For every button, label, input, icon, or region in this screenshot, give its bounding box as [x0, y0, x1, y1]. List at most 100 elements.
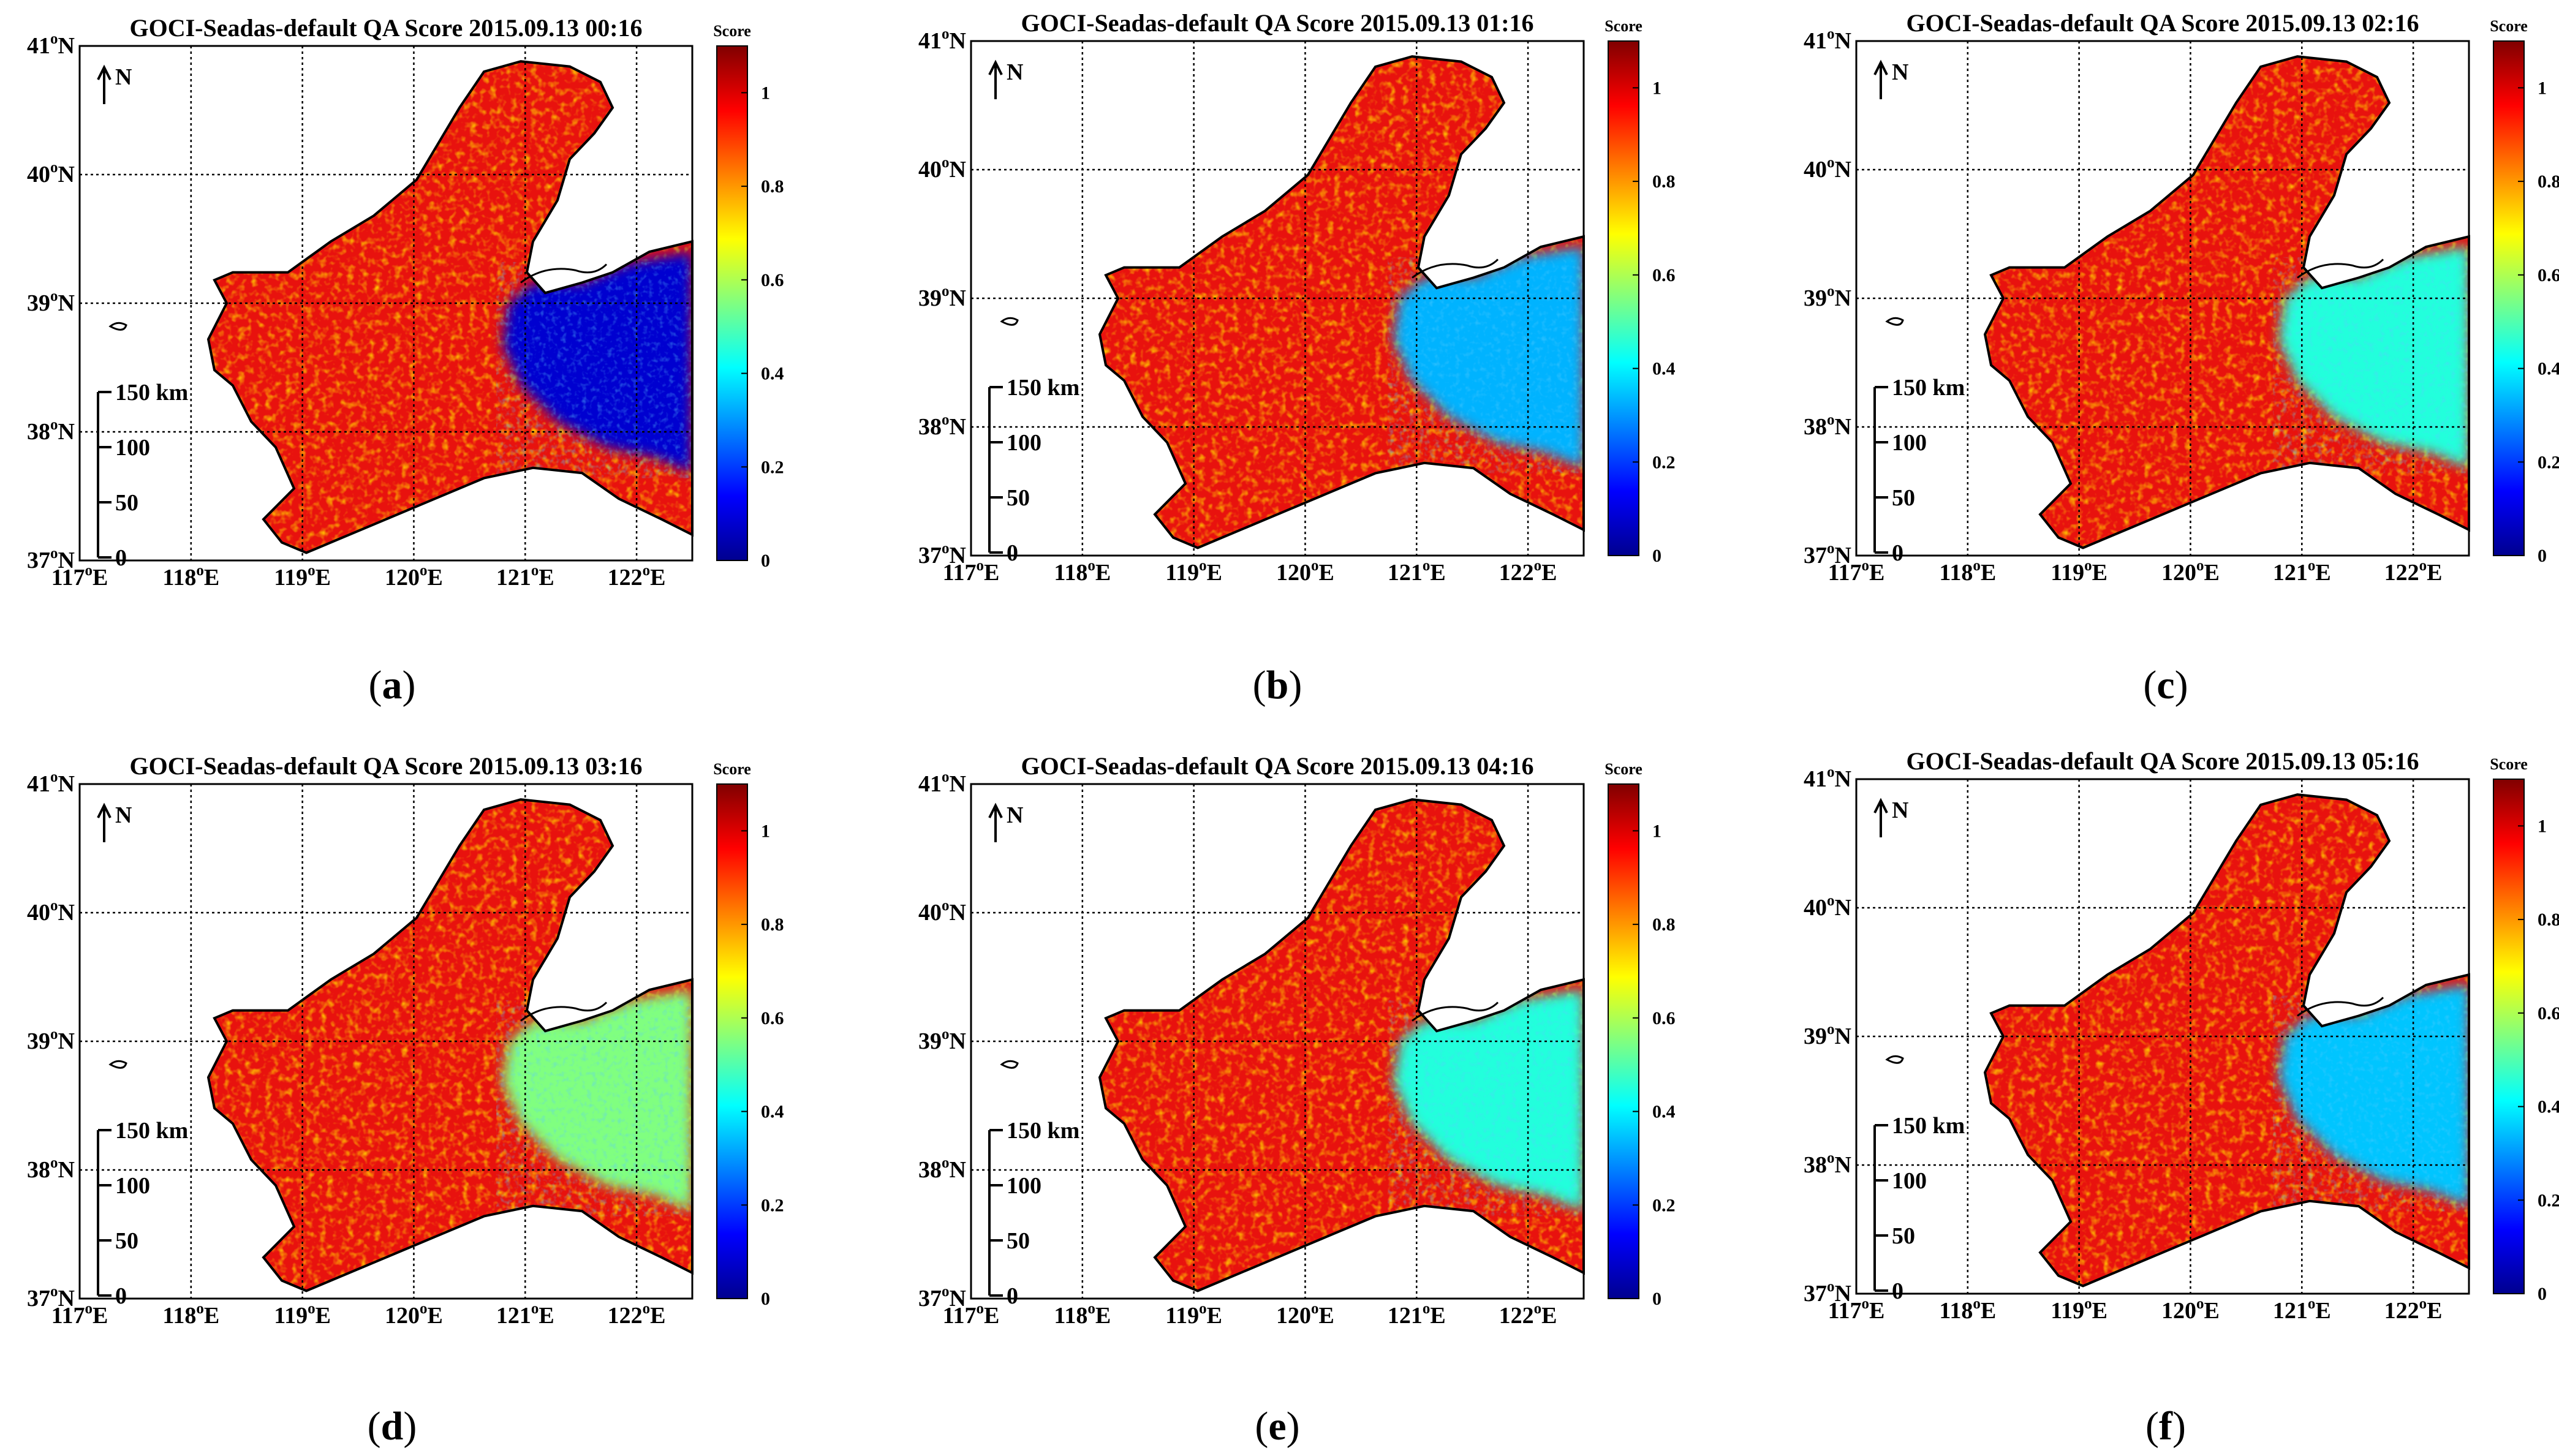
lon-tick-label: 121oE	[1388, 557, 1446, 586]
lon-tick-label: 119oE	[2051, 557, 2107, 586]
peninsula-outline	[520, 263, 608, 284]
map-panel-b: GOCI-Seadas-default QA Score 2015.09.13 …	[918, 9, 1675, 707]
map-frame	[78, 45, 694, 562]
scale-label: 50	[115, 490, 138, 516]
coastline	[1098, 798, 1585, 1292]
lon-tick-label: 117oE	[943, 1300, 1000, 1329]
lon-tick-label: 118oE	[162, 1300, 219, 1329]
peninsula-outline	[2297, 258, 2384, 279]
lon-tick-label: 117oE	[1828, 557, 1885, 586]
scale-label: 50	[1007, 1228, 1030, 1254]
sea-raster	[1985, 794, 2469, 1286]
lon-tick-label: 120oE	[385, 1300, 443, 1329]
island	[1885, 1055, 1904, 1064]
north-arrow-head-icon	[97, 802, 112, 818]
scale-label: 50	[115, 1228, 138, 1254]
colorbar-tick-label: 0.4	[1652, 1102, 1676, 1122]
coastline	[1098, 55, 1585, 549]
colorbar-tick-label: 1	[2538, 78, 2547, 98]
island	[1885, 317, 1904, 326]
scale-label: 150 km	[1007, 375, 1079, 401]
colorbar-title: Score	[713, 22, 751, 40]
lon-tick-label: 122oE	[608, 562, 666, 590]
map-panel-c: GOCI-Seadas-default QA Score 2015.09.13 …	[1804, 9, 2559, 707]
colorbar-tick-label: 0.8	[761, 176, 784, 197]
lon-tick-label: 119oE	[2051, 1296, 2107, 1324]
lat-tick-label: 39oN	[918, 283, 966, 311]
colorbar-tick-label: 0	[2538, 1284, 2547, 1304]
scale-label: 100	[1007, 430, 1041, 456]
map-frame	[970, 40, 1585, 557]
panel-title: GOCI-Seadas-default QA Score 2015.09.13 …	[1906, 9, 2419, 37]
scale-label: 150 km	[1007, 1118, 1079, 1144]
map-panel-a: GOCI-Seadas-default QA Score 2015.09.13 …	[27, 14, 784, 707]
colorbar-tick-label: 0.4	[2538, 359, 2559, 379]
lon-tick-label: 119oE	[274, 1300, 331, 1329]
north-arrow-label: N	[115, 802, 132, 828]
scale-label: 100	[115, 1173, 150, 1199]
scale-label: 100	[1892, 1168, 1927, 1194]
lon-tick-label: 121oE	[1388, 1300, 1446, 1329]
panel-title: GOCI-Seadas-default QA Score 2015.09.13 …	[1021, 752, 1533, 780]
peninsula-outline	[520, 1001, 608, 1022]
map-panel-d: GOCI-Seadas-default QA Score 2015.09.13 …	[27, 752, 784, 1449]
colorbar-tick-label: 0.6	[2538, 1003, 2559, 1024]
colorbar-tick-label: 0.2	[1652, 1195, 1676, 1215]
map-panel-f: GOCI-Seadas-default QA Score 2015.09.13 …	[1804, 747, 2559, 1449]
lon-tick-label: 118oE	[162, 562, 219, 590]
north-arrow-label: N	[1892, 59, 1908, 85]
lat-tick-label: 38oN	[918, 1155, 966, 1183]
scale-label: 0	[1892, 1278, 1903, 1304]
colorbar-title: Score	[1605, 760, 1642, 778]
colorbar-tick-label: 0.2	[761, 457, 784, 477]
lat-tick-label: 39oN	[1804, 1021, 1851, 1049]
scale-label: 0	[115, 545, 127, 571]
north-arrow-head-icon	[1873, 798, 1888, 813]
colorbar-tick-label: 0	[761, 551, 770, 571]
colorbar	[1608, 40, 1639, 556]
colorbar-tick-label: 0.2	[761, 1195, 784, 1215]
lat-tick-label: 38oN	[27, 1155, 75, 1183]
coastline	[206, 798, 694, 1292]
panel-caption: (c)	[2143, 663, 2188, 707]
lon-tick-label: 119oE	[1165, 557, 1222, 586]
colorbar-tick-label: 0.6	[761, 1008, 784, 1028]
colorbar-tick-label: 0	[1652, 546, 1661, 566]
island	[1000, 317, 1019, 326]
scale-label: 0	[1892, 540, 1903, 566]
panel-caption: (b)	[1253, 663, 1302, 707]
lat-tick-label: 40oN	[1804, 892, 1851, 921]
colorbar-tick-label: 0.4	[761, 1102, 784, 1122]
lat-tick-label: 41oN	[1804, 26, 1851, 54]
coastline	[206, 60, 694, 554]
colorbar-tick-label: 1	[2538, 816, 2547, 836]
lat-tick-label: 37oN	[1804, 1278, 1851, 1307]
lon-tick-label: 119oE	[1165, 1300, 1222, 1329]
lon-tick-label: 121oE	[496, 1300, 554, 1329]
colorbar-tick-label: 1	[1652, 78, 1661, 98]
lat-tick-label: 38oN	[1804, 1150, 1851, 1178]
lat-tick-label: 41oN	[27, 769, 75, 797]
lon-tick-label: 117oE	[943, 557, 1000, 586]
scale-label: 150 km	[115, 1118, 188, 1144]
colorbar-tick-label: 0.6	[1652, 1008, 1676, 1028]
north-arrow-label: N	[1007, 802, 1023, 828]
lat-tick-label: 37oN	[918, 1283, 966, 1311]
lon-tick-label: 118oE	[1939, 1296, 1996, 1324]
colorbar-tick-label: 0.8	[761, 915, 784, 935]
lon-tick-label: 121oE	[2273, 557, 2331, 586]
scale-label: 50	[1892, 1223, 1915, 1249]
lon-tick-label: 118oE	[1054, 1300, 1111, 1329]
map-panel-e: GOCI-Seadas-default QA Score 2015.09.13 …	[918, 752, 1675, 1449]
peninsula-outline	[1412, 258, 1499, 279]
island	[108, 1060, 127, 1069]
colorbar-tick-label: 0	[761, 1289, 770, 1309]
lon-tick-label: 122oE	[608, 1300, 666, 1329]
north-arrow-head-icon	[1873, 59, 1888, 75]
colorbar-tick-label: 1	[1652, 821, 1661, 841]
lon-tick-label: 121oE	[496, 562, 554, 590]
lat-tick-label: 38oN	[27, 417, 75, 445]
colorbar-tick-label: 0.6	[761, 270, 784, 290]
lon-tick-label: 121oE	[2273, 1296, 2331, 1324]
scale-label: 150 km	[115, 380, 188, 405]
